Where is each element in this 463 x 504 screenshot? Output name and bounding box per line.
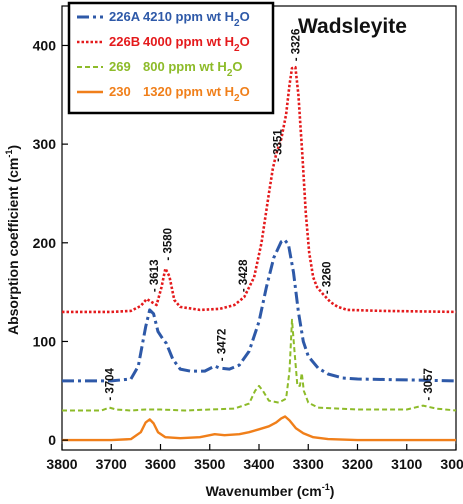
x-tick-label: 3600 [145, 456, 176, 472]
legend-label: 226A 4210 ppm wt H2O [109, 9, 250, 29]
legend-label-part: 226B [109, 34, 140, 49]
x-axis-title-main: Wavenumber (cm [206, 483, 322, 499]
peak-label: - 3472 [217, 329, 229, 362]
legend-label-part: 2 [234, 18, 240, 29]
legend-label: 230 1320 ppm wt H2O [109, 84, 250, 104]
legend-label-part: 4210 [143, 9, 172, 24]
legend-box [67, 1, 275, 115]
legend-label-part: 230 [109, 84, 131, 99]
series-line-230 [62, 415, 456, 442]
y-tick-label: 0 [48, 432, 56, 448]
annotations-group: - 3704 - 3613- 3580 - 3472 - 3428 - 3351 - 33… [104, 29, 435, 401]
series-line-269 [62, 318, 457, 412]
legend-label-part: 2 [227, 68, 233, 79]
y-axis-title-main: Absorption coefficient (cm [5, 158, 21, 335]
legend-label-part: ppm wt H [172, 34, 234, 49]
x-tick-label: 3300 [293, 456, 324, 472]
legend-label: 269 800 ppm wt H2O [109, 59, 243, 79]
y-tick-label: 400 [33, 37, 57, 53]
series-line-226B [62, 65, 457, 314]
y-axis-title-sup: -1 [4, 150, 14, 158]
legend-label-part: O [240, 34, 250, 49]
peak-label: - 3428 [238, 259, 250, 292]
peak-label: - 3057 [423, 368, 435, 401]
peak-label: - 3704 [104, 367, 116, 400]
peak-label: - 3351 [273, 129, 285, 162]
y-axis-title-end: ) [5, 145, 21, 150]
legend-label-part: 2 [234, 43, 240, 54]
legend-label-part: 2 [234, 93, 240, 104]
legend-label-part: O [240, 9, 250, 24]
legend-label-part: ppm wt H [172, 9, 234, 24]
x-tick-label: 3700 [96, 456, 127, 472]
peak-label: - 3613 [149, 260, 161, 293]
legend-label-part: O [240, 84, 250, 99]
legend-label: 226B 4000 ppm wt H2O [109, 34, 250, 54]
x-tick-label: 3400 [243, 456, 274, 472]
legend-label-part: ppm wt H [165, 59, 227, 74]
peak-label: - 3580 [162, 228, 174, 261]
y-tick-label: 100 [33, 333, 57, 349]
x-axis-title-sup: -1 [322, 482, 330, 492]
legend-label-part: 269 [109, 59, 131, 74]
x-tick-label: 3800 [46, 456, 77, 472]
legend-label-part: 800 [143, 59, 165, 74]
peak-label: - 3260 [321, 261, 333, 294]
x-tick-label: 3200 [342, 456, 373, 472]
x-axis-title-end: ) [330, 483, 335, 499]
legend-label-part: O [232, 59, 242, 74]
x-tick-label: 3100 [391, 456, 422, 472]
x-tick-label: 3500 [194, 456, 225, 472]
y-tick-label: 300 [33, 136, 57, 152]
y-axis-title: Absorption coefficient (cm-1) [4, 145, 21, 335]
legend-label-part: ppm wt H [172, 84, 234, 99]
series-group [62, 65, 457, 442]
legend-label-part: 1320 [143, 84, 172, 99]
legend-label-part: 4000 [143, 34, 172, 49]
series-line-226A [62, 238, 457, 383]
x-axis-title: Wavenumber (cm-1) [206, 482, 335, 499]
legend-label-part: 226A [109, 9, 141, 24]
chart-title: Wadsleyite [298, 15, 407, 38]
peak-label: - 3326 [290, 29, 302, 62]
y-tick-label: 200 [33, 235, 57, 251]
